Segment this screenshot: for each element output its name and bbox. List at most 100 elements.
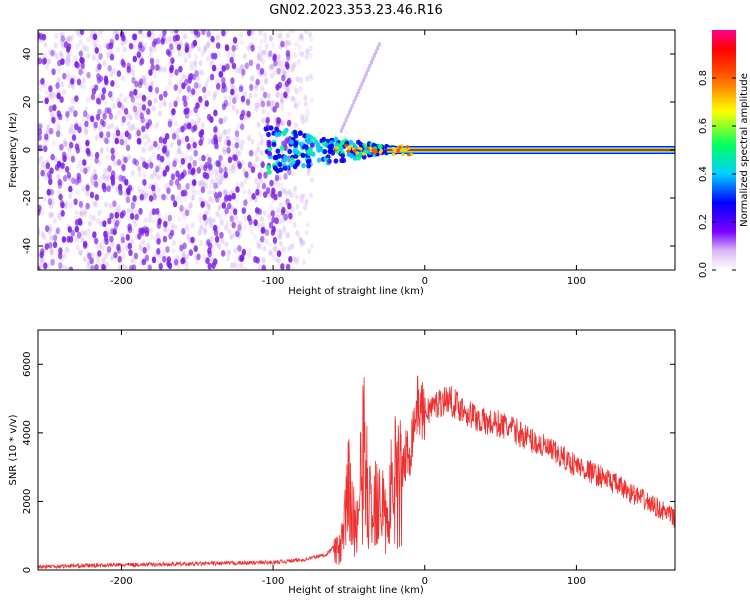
signal-blob	[279, 145, 285, 151]
noise-speckle	[239, 144, 244, 151]
noise-blob	[221, 30, 226, 37]
noise-speckle	[79, 166, 84, 173]
noise-blob	[92, 33, 98, 41]
noise-speckle	[231, 104, 236, 111]
noise-speckle	[46, 59, 51, 66]
noise-blob	[207, 157, 212, 164]
noise-speckle	[300, 118, 305, 125]
noise-blob	[231, 44, 236, 52]
noise-blob	[255, 188, 260, 196]
noise-blob	[153, 38, 158, 46]
noise-speckle	[214, 174, 219, 180]
noise-blob	[200, 186, 206, 194]
signal-blob	[377, 144, 383, 150]
noise-speckle	[205, 200, 210, 207]
colorbar-label: Normalized spectral amplitude	[739, 73, 750, 227]
noise-speckle	[85, 190, 90, 197]
noise-speckle	[38, 230, 41, 237]
noise-blob	[89, 257, 94, 265]
noise-speckle	[142, 171, 147, 178]
noise-blob	[203, 164, 208, 172]
noise-speckle	[240, 182, 245, 189]
noise-blob	[55, 82, 60, 89]
noise-speckle	[280, 105, 285, 111]
noise-blob	[98, 75, 104, 82]
noise-speckle	[310, 243, 315, 250]
noise-speckle	[149, 145, 154, 152]
noise-blob	[90, 93, 96, 101]
noise-blob	[90, 264, 95, 270]
noise-blob	[187, 162, 192, 170]
noise-blob	[49, 127, 54, 135]
noise-blob	[90, 115, 95, 123]
noise-blob	[240, 95, 246, 103]
noise-blob	[125, 196, 131, 204]
noise-speckle	[49, 248, 54, 254]
noise-blob	[220, 86, 226, 94]
signal-blob	[341, 157, 347, 163]
signal-blob	[294, 149, 300, 155]
noise-speckle	[294, 41, 298, 48]
noise-speckle	[99, 30, 104, 35]
noise-blob	[80, 57, 85, 64]
noise-blob	[78, 50, 84, 57]
noise-blob	[232, 36, 238, 44]
noise-speckle	[224, 241, 229, 248]
noise-speckle	[282, 188, 287, 194]
snr-series-line	[38, 375, 675, 570]
noise-speckle	[191, 190, 196, 197]
noise-speckle	[299, 238, 304, 245]
noise-blob	[145, 122, 150, 130]
noise-blob	[187, 168, 193, 175]
noise-blob	[151, 208, 157, 216]
noise-speckle	[167, 78, 172, 84]
noise-blob	[240, 123, 245, 131]
snr-y-ticks: 0 2000 4000 6000	[22, 352, 675, 573]
noise-blob	[45, 162, 51, 170]
noise-speckle	[59, 31, 64, 38]
noise-speckle	[295, 195, 300, 201]
noise-blob	[62, 72, 67, 80]
noise-speckle	[146, 245, 151, 251]
noise-blob	[55, 130, 61, 138]
noise-speckle	[202, 49, 206, 55]
noise-speckle	[133, 109, 138, 116]
x-tick-label: 0	[422, 576, 428, 587]
noise-blob	[133, 88, 138, 96]
noise-blob	[54, 164, 60, 171]
noise-speckle	[215, 177, 220, 184]
noise-blob	[133, 252, 139, 260]
noise-speckle	[267, 213, 272, 220]
noise-blob	[112, 200, 117, 208]
noise-speckle	[75, 236, 80, 243]
spectrogram-x-label: Height of straight line (km)	[288, 286, 424, 297]
noise-blob	[275, 101, 280, 109]
noise-speckle	[177, 216, 182, 223]
streak-blob	[347, 110, 351, 116]
noise-speckle	[56, 77, 61, 84]
noise-blob	[97, 108, 102, 116]
noise-speckle	[202, 254, 206, 260]
noise-blob	[97, 250, 102, 257]
noise-speckle	[67, 57, 72, 64]
noise-speckle	[233, 247, 238, 254]
noise-speckle	[106, 124, 111, 130]
signal-blob	[287, 148, 293, 155]
noise-speckle	[90, 177, 95, 184]
noise-speckle	[75, 30, 80, 36]
noise-speckle	[231, 163, 236, 170]
noise-blob	[227, 194, 232, 202]
noise-speckle	[250, 228, 255, 235]
noise-blob	[38, 128, 43, 136]
noise-blob	[77, 231, 82, 239]
noise-blob	[233, 208, 238, 216]
noise-blob	[260, 100, 266, 108]
noise-speckle	[239, 262, 244, 269]
noise-speckle	[184, 260, 189, 267]
noise-speckle	[42, 196, 47, 203]
noise-blob	[200, 201, 205, 208]
noise-blob	[196, 31, 201, 38]
noise-blob	[250, 44, 255, 52]
noise-speckle	[150, 30, 155, 37]
